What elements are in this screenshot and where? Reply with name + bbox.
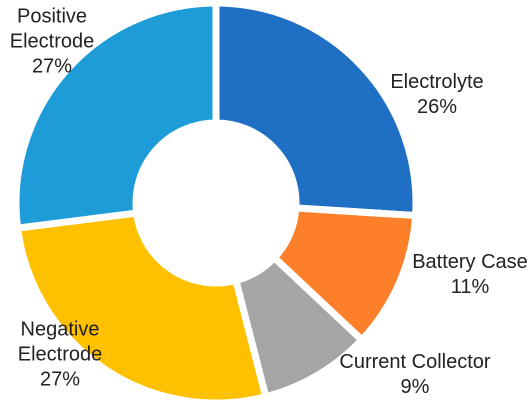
donut-slice xyxy=(212,0,420,220)
category-label: Battery Case xyxy=(412,251,528,273)
value-label: 9% xyxy=(400,376,430,398)
donut-slice xyxy=(13,209,270,401)
value-label: 26% xyxy=(416,96,458,118)
category-label: Positive Electrode xyxy=(9,5,95,53)
value-label: 27% xyxy=(31,55,73,78)
slice-label: Negative Electrode 27% xyxy=(5,318,115,393)
slice-label: Electrolyte 26% xyxy=(362,70,512,120)
slice-label: Positive Electrode 27% xyxy=(0,5,107,80)
slice-label: Battery Case 11% xyxy=(390,250,531,300)
donut-slice xyxy=(12,0,220,232)
category-label: Current Collector xyxy=(339,351,491,373)
value-label: 27% xyxy=(39,368,81,391)
slice-label: Current Collector 9% xyxy=(315,350,515,400)
category-label: Electrolyte xyxy=(390,71,484,93)
value-label: 11% xyxy=(450,276,490,298)
category-label: Negative Electrode xyxy=(17,318,103,366)
